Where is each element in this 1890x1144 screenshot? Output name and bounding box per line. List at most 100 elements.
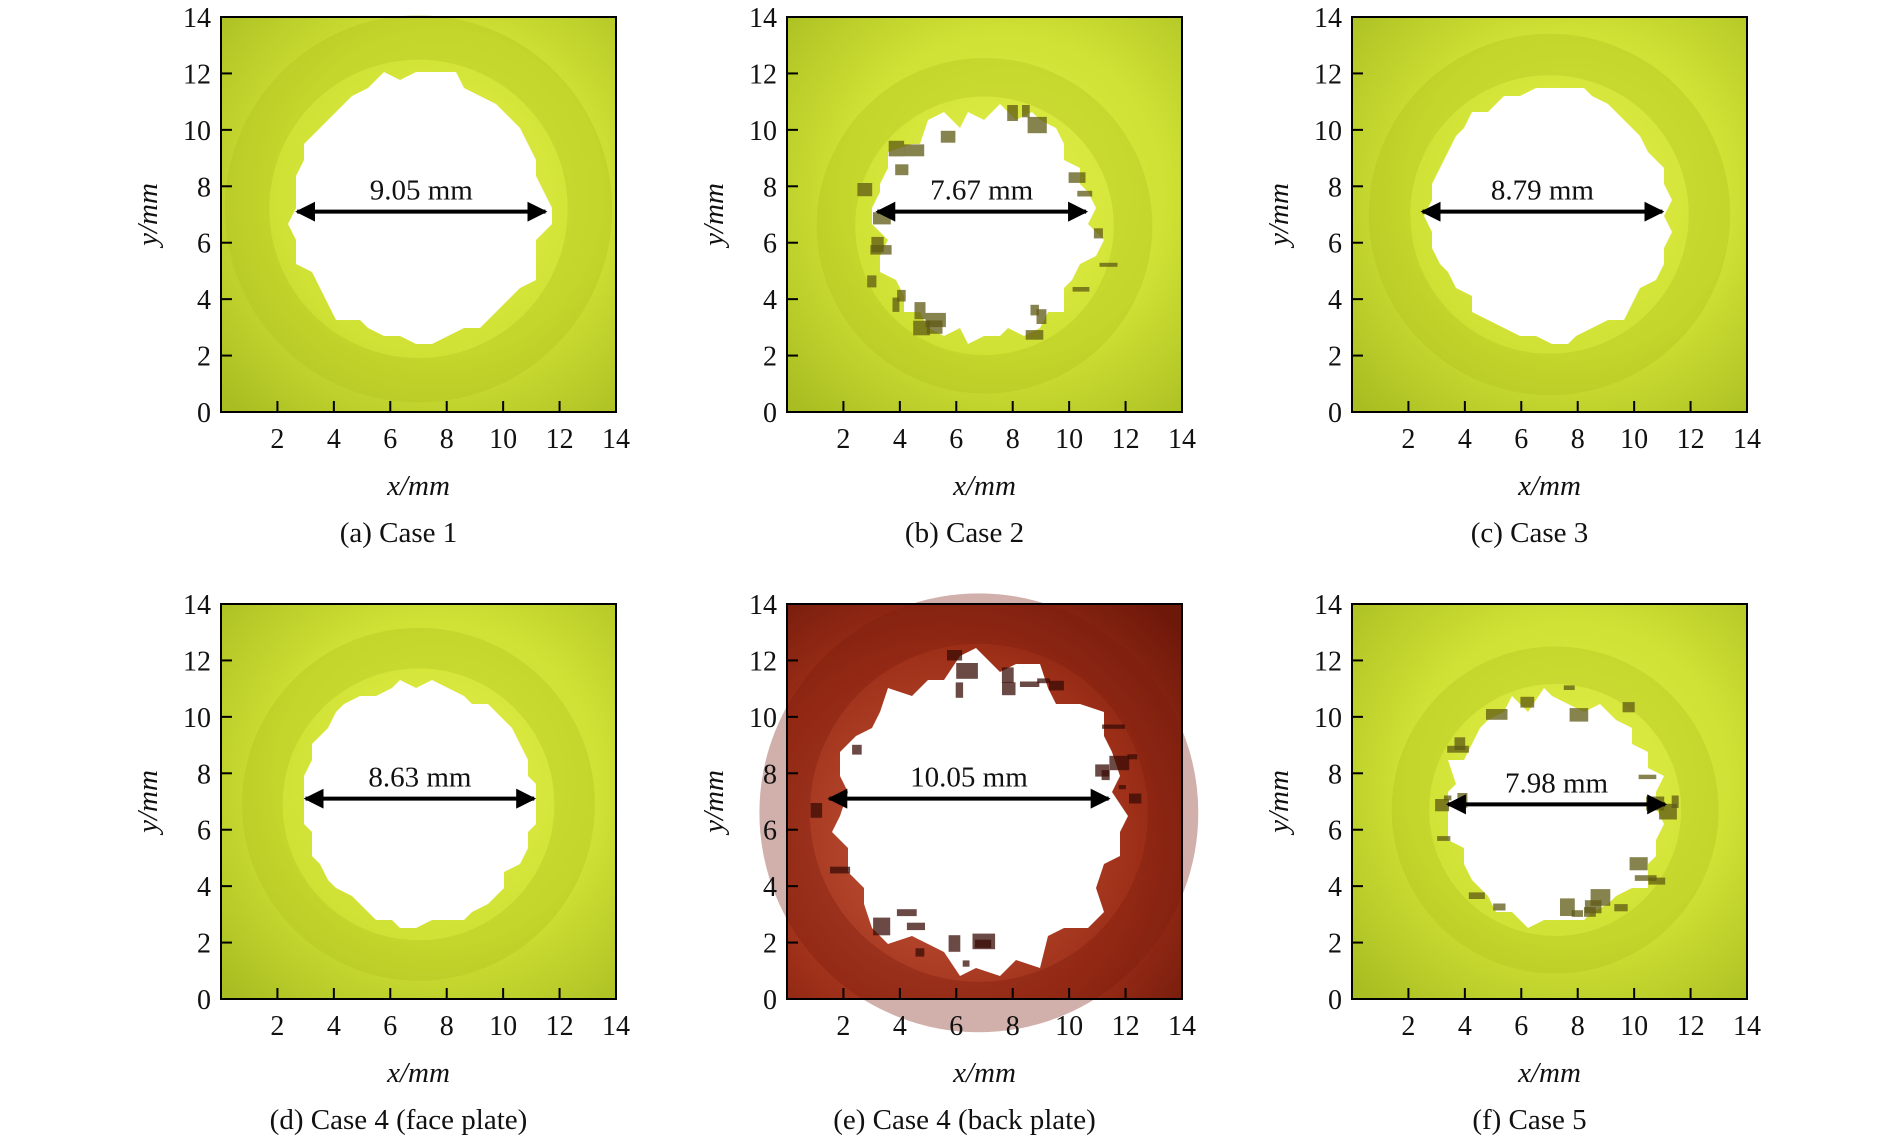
panel-caption: (c) Case 3 bbox=[1471, 517, 1589, 549]
debris-fragment bbox=[1614, 904, 1628, 912]
debris-fragment bbox=[1025, 330, 1044, 340]
y-tick-label: 6 bbox=[197, 229, 211, 260]
x-tick-label: 4 bbox=[893, 424, 907, 455]
debris-fragment bbox=[857, 183, 873, 197]
y-tick-label: 8 bbox=[197, 759, 211, 790]
panel-caption: (f) Case 5 bbox=[1472, 1104, 1586, 1136]
x-tick-label: 12 bbox=[1112, 1011, 1140, 1042]
y-tick-label: 8 bbox=[763, 172, 777, 203]
y-tick-label: 6 bbox=[763, 229, 777, 260]
perforation-hole bbox=[872, 104, 1104, 344]
debris-fragment bbox=[873, 917, 891, 936]
x-tick-label: 2 bbox=[270, 424, 284, 455]
x-axis-label: x/mm bbox=[386, 470, 450, 502]
axes-frame bbox=[786, 603, 1183, 1000]
panel-c: 2 4 6 8 10 12 14 0 2 4 6 8 10 12 14 x/mm y/mm 8.79 mm (c) … bbox=[1263, 3, 1761, 549]
x-tick-label: 6 bbox=[383, 1011, 397, 1042]
debris-fragment bbox=[1048, 680, 1064, 691]
y-tick-label: 10 bbox=[749, 703, 777, 734]
y-tick-label: 0 bbox=[763, 398, 777, 429]
y-axis-label: y/mm bbox=[1263, 770, 1295, 836]
x-tick-label: 10 bbox=[1055, 1011, 1083, 1042]
y-tick-label: 14 bbox=[183, 3, 211, 34]
x-tick-label: 2 bbox=[836, 424, 850, 455]
debris-fragment bbox=[1072, 287, 1090, 292]
diameter-label: 8.79 mm bbox=[1491, 175, 1595, 207]
debris-fragment bbox=[830, 866, 851, 874]
debris-fragment bbox=[1648, 877, 1666, 885]
y-tick-label: 4 bbox=[763, 285, 777, 316]
debris-fragment bbox=[1520, 696, 1535, 708]
debris-fragment bbox=[1027, 116, 1047, 134]
deformation-ring bbox=[1368, 33, 1731, 396]
debris-fragment bbox=[895, 164, 909, 176]
y-tick-label: 12 bbox=[1314, 646, 1342, 677]
debris-fragment bbox=[1437, 836, 1451, 841]
y-axis-label: y/mm bbox=[698, 183, 730, 249]
debris-fragment bbox=[873, 212, 891, 225]
y-tick-label: 8 bbox=[1328, 172, 1342, 203]
y-tick-label: 12 bbox=[749, 59, 777, 90]
x-tick-label: 8 bbox=[1571, 424, 1585, 455]
x-tick-label: 6 bbox=[949, 424, 963, 455]
y-tick-label: 12 bbox=[1314, 59, 1342, 90]
y-tick-label: 8 bbox=[197, 172, 211, 203]
debris-fragment bbox=[1118, 785, 1126, 790]
y-tick-label: 8 bbox=[763, 759, 777, 790]
deformation-ring bbox=[816, 57, 1153, 394]
debris-fragment bbox=[904, 144, 925, 157]
debris-fragment bbox=[1099, 262, 1118, 267]
y-tick-label: 12 bbox=[749, 646, 777, 677]
x-tick-label: 8 bbox=[440, 1011, 454, 1042]
y-tick-label: 6 bbox=[1328, 229, 1342, 260]
debris-fragment bbox=[852, 744, 862, 755]
y-tick-label: 10 bbox=[183, 703, 211, 734]
y-tick-label: 6 bbox=[1328, 816, 1342, 847]
deformation-ring bbox=[759, 593, 1199, 1033]
y-tick-label: 0 bbox=[1328, 398, 1342, 429]
x-tick-label: 6 bbox=[1514, 424, 1528, 455]
x-tick-label: 14 bbox=[1168, 424, 1196, 455]
y-tick-label: 0 bbox=[197, 985, 211, 1016]
axes-frame bbox=[1351, 603, 1748, 1000]
debris-fragment bbox=[1129, 793, 1142, 804]
panel-a: 2 4 6 8 10 12 14 0 2 4 6 8 10 12 14 x/mm y/mm 9.05 mm (a) … bbox=[132, 3, 630, 549]
x-tick-label: 4 bbox=[327, 424, 341, 455]
y-tick-label: 8 bbox=[1328, 759, 1342, 790]
x-tick-label: 12 bbox=[1677, 1011, 1705, 1042]
panel-caption: (a) Case 1 bbox=[340, 517, 458, 549]
panel-caption: (d) Case 4 (face plate) bbox=[270, 1104, 528, 1136]
x-tick-label: 14 bbox=[1168, 1011, 1196, 1042]
y-tick-label: 2 bbox=[1328, 342, 1342, 373]
x-tick-label: 12 bbox=[1112, 424, 1140, 455]
panel-caption: (b) Case 2 bbox=[905, 517, 1024, 549]
diameter-label: 9.05 mm bbox=[370, 175, 474, 207]
y-axis-label: y/mm bbox=[132, 183, 164, 249]
debris-fragment bbox=[915, 948, 925, 957]
debris-fragment bbox=[1095, 764, 1110, 777]
x-tick-label: 10 bbox=[489, 424, 517, 455]
diameter-label: 10.05 mm bbox=[910, 762, 1028, 794]
debris-fragment bbox=[1093, 228, 1103, 239]
debris-fragment bbox=[1563, 685, 1575, 690]
debris-fragment bbox=[1127, 754, 1138, 760]
debris-fragment bbox=[1037, 678, 1050, 684]
axes-frame bbox=[1351, 16, 1748, 413]
debris-fragment bbox=[1468, 892, 1485, 899]
y-tick-label: 0 bbox=[197, 398, 211, 429]
debris-fragment bbox=[1560, 898, 1575, 916]
debris-fragment bbox=[947, 650, 963, 661]
axes-frame bbox=[220, 603, 617, 1000]
y-tick-label: 14 bbox=[749, 590, 777, 621]
debris-fragment bbox=[955, 682, 964, 698]
x-tick-label: 8 bbox=[440, 424, 454, 455]
debris-fragment bbox=[1590, 889, 1611, 906]
debris-fragment bbox=[956, 663, 978, 679]
debris-fragment bbox=[1435, 799, 1449, 812]
x-axis-label: x/mm bbox=[1517, 1057, 1581, 1089]
x-tick-label: 2 bbox=[1401, 1011, 1415, 1042]
x-tick-label: 4 bbox=[893, 1011, 907, 1042]
debris-fragment bbox=[1638, 774, 1657, 780]
y-tick-label: 10 bbox=[749, 116, 777, 147]
